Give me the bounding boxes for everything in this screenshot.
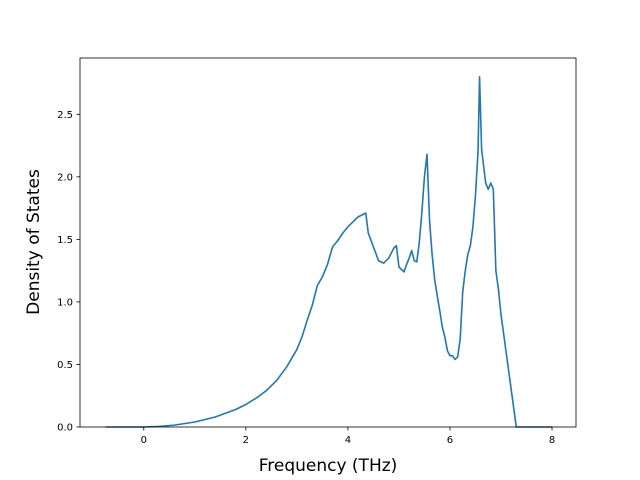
dos-series-line-0	[105, 75, 553, 428]
x-tick-label: 6	[447, 435, 453, 446]
axes-frame	[79, 57, 577, 428]
y-tick-label: 1.0	[57, 298, 73, 309]
y-axis: 0.0 0.5 1.0 1.5 2.0 2.5	[57, 110, 80, 434]
y-axis-label: Density of States	[24, 169, 44, 315]
x-tick-label: 2	[243, 435, 249, 446]
y-tick-label: 2.5	[57, 110, 73, 121]
x-tick-label: 4	[345, 435, 351, 446]
y-tick-label: 0.5	[57, 360, 73, 371]
x-tick-label: 0	[141, 435, 147, 446]
y-tick-label: 1.5	[57, 235, 73, 246]
y-tick-label: 2.0	[57, 172, 73, 183]
plot-area	[105, 75, 553, 428]
x-tick-label: 8	[549, 435, 555, 446]
x-axis: 0 2 4 6 8	[141, 427, 555, 446]
y-tick-label: 0.0	[57, 423, 73, 434]
x-axis-label: Frequency (THz)	[259, 456, 398, 476]
